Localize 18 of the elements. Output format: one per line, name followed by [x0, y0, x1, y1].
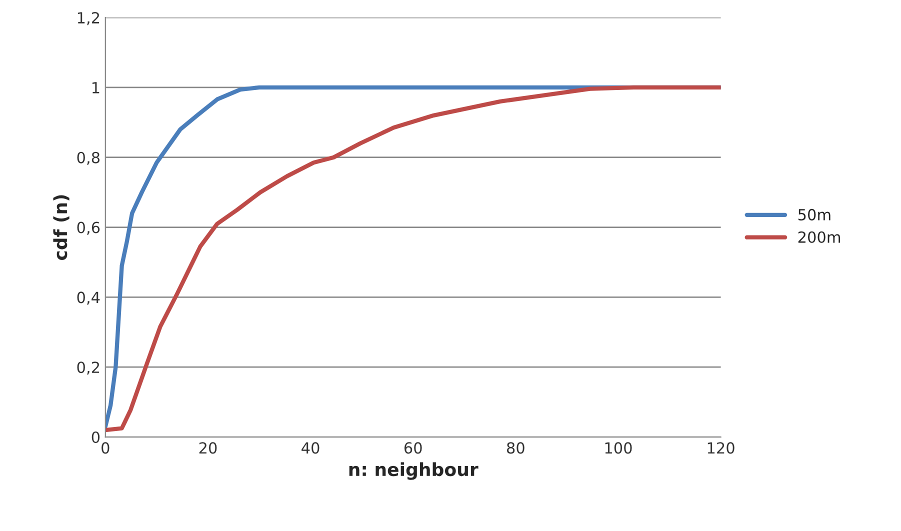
y-tick-label: 0,6 — [77, 222, 100, 235]
x-tick-label: 60 — [404, 442, 422, 454]
y-axis-title: cdf (n) — [53, 195, 70, 260]
x-tick-label: 0 — [102, 442, 110, 454]
x-tick-label: 100 — [605, 442, 632, 454]
legend-label: 200m — [798, 231, 840, 243]
x-tick-label: 120 — [708, 442, 734, 454]
y-tick-label: 0,2 — [77, 362, 100, 375]
legend-label: 50m — [798, 208, 830, 220]
y-tick-label: 0,8 — [77, 152, 100, 165]
x-tick-label: 40 — [302, 442, 320, 454]
x-axis-title: n: neighbour — [349, 462, 478, 480]
x-tick-label: 80 — [506, 442, 524, 454]
y-tick-label: 1 — [92, 82, 100, 94]
y-tick-label: 1,2 — [78, 12, 100, 26]
y-tick-label: 0 — [92, 431, 100, 444]
x-tick-label: 20 — [199, 442, 217, 454]
y-tick-label: 0,4 — [77, 292, 100, 305]
